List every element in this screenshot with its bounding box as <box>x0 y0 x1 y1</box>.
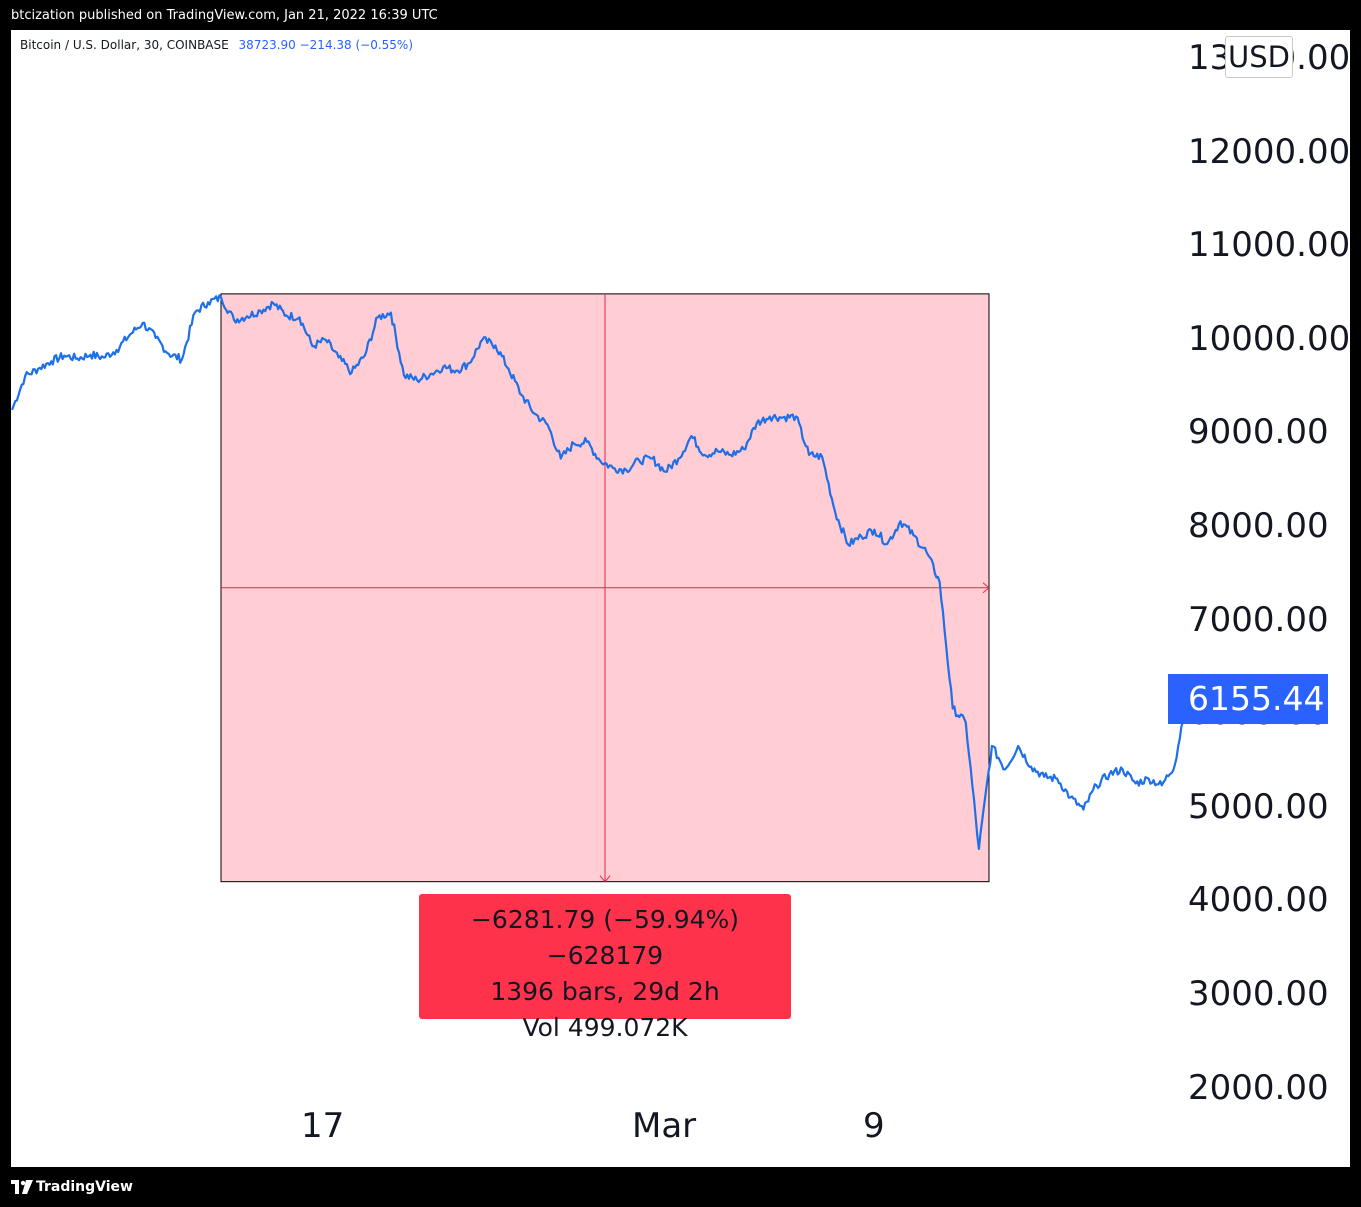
price-tick-label: 8000.00 <box>1188 506 1329 546</box>
price-tick-label: 9000.00 <box>1188 412 1329 453</box>
price-tick-label: 5000.00 <box>1188 786 1329 827</box>
footer-brand[interactable]: TradingView <box>36 1179 133 1195</box>
price-tick-label: 2000.00 <box>1188 1067 1329 1108</box>
measure-layer <box>220 293 990 883</box>
symbol-legend[interactable]: Bitcoin / U.S. Dollar, 30, COINBASE 3872… <box>20 38 413 52</box>
publisher-bar: btcization published on TradingView.com,… <box>0 0 1361 30</box>
publisher-text: btcization published on TradingView.com,… <box>11 8 438 23</box>
chart-area[interactable]: Bitcoin / U.S. Dollar, 30, COINBASE 3872… <box>11 30 1350 1167</box>
price-tick-label: 4000.00 <box>1188 880 1329 921</box>
series-layer <box>11 294 1203 851</box>
time-tick-label: 17 <box>301 1106 345 1146</box>
price-tick-label: 7000.00 <box>1188 599 1329 640</box>
currency-button[interactable]: USD <box>1225 36 1293 78</box>
measure-info-box: −6281.79 (−59.94%) −628179 1396 bars, 29… <box>419 894 791 1042</box>
measure-price-change: −6281.79 (−59.94%) −628179 <box>470 905 740 970</box>
time-tick-label: Mar <box>632 1106 697 1146</box>
time-tick-label: 9 <box>863 1106 885 1146</box>
chart-canvas[interactable] <box>11 30 1350 1167</box>
measure-arrow-right-icon <box>982 582 990 594</box>
symbol-name: Bitcoin / U.S. Dollar, 30, COINBASE <box>20 38 229 52</box>
price-tick-label: 3000.00 <box>1188 974 1329 1014</box>
measure-volume: Vol 499.072K <box>522 1013 688 1042</box>
footer-bar: TradingView <box>0 1167 1361 1207</box>
symbol-quote: 38723.90 −214.38 (−0.55%) <box>238 38 414 52</box>
measure-bars-duration: 1396 bars, 29d 2h <box>490 977 720 1006</box>
price-tick-label: 11000.00 <box>1188 225 1350 266</box>
price-tick-label: 10000.00 <box>1188 318 1350 359</box>
btcusd-price-line <box>11 294 1203 851</box>
price-tick-label: 12000.00 <box>1188 131 1350 172</box>
tradingview-logo-icon[interactable] <box>11 1180 33 1194</box>
last-price-label: 6155.44 <box>1168 674 1328 724</box>
measure-arrow-down-icon <box>599 875 611 883</box>
